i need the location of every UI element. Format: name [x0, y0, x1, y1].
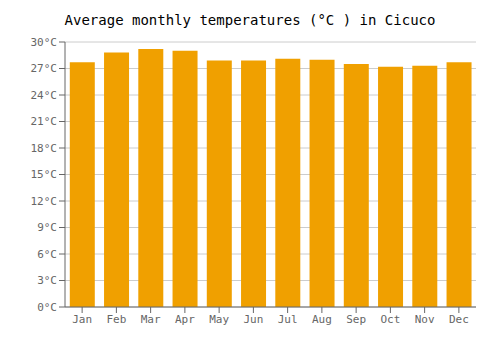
svg-text:6°C: 6°C [37, 248, 57, 261]
svg-text:30°C: 30°C [31, 36, 58, 49]
svg-text:Apr: Apr [175, 313, 195, 326]
svg-text:Feb: Feb [106, 313, 126, 326]
svg-text:12°C: 12°C [31, 195, 58, 208]
svg-text:3°C: 3°C [37, 274, 57, 287]
svg-text:Jun: Jun [243, 313, 263, 326]
svg-text:15°C: 15°C [31, 168, 58, 181]
svg-text:Aug: Aug [312, 313, 332, 326]
svg-text:Dec: Dec [449, 313, 469, 326]
svg-text:9°C: 9°C [37, 221, 57, 234]
svg-text:Mar: Mar [141, 313, 161, 326]
svg-text:Sep: Sep [346, 313, 366, 326]
svg-text:27°C: 27°C [31, 62, 58, 75]
svg-text:18°C: 18°C [31, 142, 58, 155]
svg-text:Jul: Jul [278, 313, 298, 326]
html-text:Average monthly temperatures (: Average monthly temperatures (°C ) in Ci… [64, 12, 436, 28]
svg-text:Jan: Jan [72, 313, 92, 326]
svg-text:21°C: 21°C [31, 115, 58, 128]
svg-text:24°C: 24°C [31, 89, 58, 102]
svg-text:Oct: Oct [380, 313, 400, 326]
svg-text:0°C: 0°C [37, 301, 57, 314]
svg-text:Nov: Nov [415, 313, 435, 326]
svg-text:May: May [209, 313, 229, 326]
